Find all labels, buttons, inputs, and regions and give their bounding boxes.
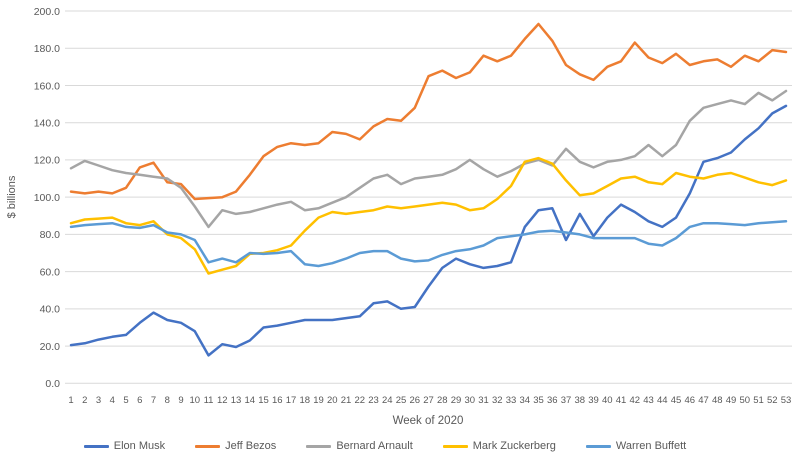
x-tick-label: 28: [437, 395, 448, 406]
x-tick-label: 24: [382, 395, 393, 406]
x-tick-label: 20: [327, 395, 338, 406]
series-line-warren-buffett: [69, 220, 788, 268]
legend-label: Elon Musk: [113, 440, 166, 452]
gridlines: [65, 10, 792, 384]
x-tick-label: 35: [533, 395, 544, 406]
x-tick-label: 12: [217, 395, 228, 406]
x-tick-label: 50: [739, 395, 750, 406]
x-tick-label: 44: [657, 395, 668, 406]
x-tick-label: 11: [204, 395, 214, 406]
y-tick-label: 120.0: [34, 155, 60, 167]
y-tick-label: 0.0: [45, 378, 60, 390]
y-tick-label: 60.0: [40, 266, 61, 278]
y-tick-label: 200.0: [34, 6, 60, 18]
series-line-jeff-bezos: [69, 22, 788, 201]
y-tick-label: 160.0: [34, 80, 60, 92]
chart-legend: Elon Musk Jeff Bezos Bernard Arnault Mark Z…: [0, 440, 770, 452]
legend-label: Warren Buffett: [615, 440, 687, 452]
x-tick-label: 15: [258, 395, 269, 406]
x-tick-label: 45: [671, 395, 682, 406]
x-tick-label: 49: [726, 395, 737, 406]
x-tick-label: 23: [368, 395, 379, 406]
y-tick-label: 180.0: [34, 43, 60, 55]
x-axis-title: Week of 2020: [393, 415, 464, 427]
x-tick-label: 16: [272, 395, 283, 406]
x-tick-label: 40: [602, 395, 613, 406]
y-tick-label: 80.0: [40, 229, 61, 241]
y-axis-title: $ billions: [6, 175, 18, 218]
y-tick-label: 100.0: [34, 192, 60, 204]
x-tick-label: 27: [423, 395, 434, 406]
x-tick-label: 6: [137, 395, 142, 406]
y-tick-label: 20.0: [40, 341, 61, 353]
x-tick-label: 34: [519, 395, 530, 406]
x-tick-label: 13: [231, 395, 242, 406]
x-tick-label: 3: [96, 395, 101, 406]
x-tick-label: 31: [478, 395, 489, 406]
x-tick-label: 4: [110, 395, 115, 406]
x-tick-label: 38: [574, 395, 585, 406]
x-tick-label: 8: [165, 395, 170, 406]
x-tick-label: 26: [409, 395, 420, 406]
x-tick-label: 5: [123, 395, 128, 406]
x-tick-label: 7: [151, 395, 156, 406]
legend-item-jeff-bezos: Jeff Bezos: [195, 440, 276, 452]
legend-item-bernard-arnault: Bernard Arnault: [306, 440, 413, 452]
x-tick-label: 19: [313, 395, 324, 406]
legend-line-swatch: [442, 444, 468, 448]
legend-line-swatch: [195, 444, 221, 448]
x-tick-label: 1: [68, 395, 73, 406]
x-tick-label: 36: [547, 395, 558, 406]
x-tick-label: 10: [189, 395, 200, 406]
x-tick-label: 30: [464, 395, 475, 406]
x-axis-tick-labels: 1 2 3 4 5 6 7 8 9 10 11 12 13 14 15 16 17 18 19 20 21 22 23 24 2…: [68, 395, 791, 406]
x-tick-label: 2: [82, 395, 87, 406]
legend-label: Mark Zuckerberg: [472, 440, 556, 452]
x-tick-label: 21: [341, 395, 352, 406]
y-tick-label: 140.0: [34, 117, 60, 129]
x-tick-label: 39: [588, 395, 599, 406]
x-tick-label: 25: [396, 395, 407, 406]
x-tick-label: 47: [698, 395, 709, 406]
x-tick-label: 18: [299, 395, 310, 406]
series-lines: [69, 22, 788, 357]
series-line-bernard-arnault: [69, 89, 788, 229]
legend-item-mark-zuckerberg: Mark Zuckerberg: [442, 440, 556, 452]
legend-line-swatch: [83, 444, 109, 448]
series-line-mark-zuckerberg: [69, 156, 788, 275]
x-tick-label: 32: [492, 395, 503, 406]
x-tick-label: 42: [629, 395, 640, 406]
x-tick-label: 33: [506, 395, 517, 406]
x-tick-label: 51: [753, 395, 764, 406]
x-tick-label: 9: [178, 395, 183, 406]
legend-item-elon-musk: Elon Musk: [83, 440, 166, 452]
legend-line-swatch: [306, 444, 332, 448]
legend-label: Bernard Arnault: [336, 440, 413, 452]
y-tick-label: 40.0: [40, 304, 61, 316]
legend-item-warren-buffett: Warren Buffett: [585, 440, 687, 452]
x-tick-label: 29: [451, 395, 462, 406]
x-tick-label: 43: [643, 395, 654, 406]
x-tick-label: 53: [781, 395, 792, 406]
x-tick-label: 52: [767, 395, 778, 406]
y-axis-tick-labels: 0.0 20.0 40.0 60.0 80.0 100.0 120.0 140.0 160.0 1…: [34, 6, 60, 390]
x-tick-label: 14: [244, 395, 255, 406]
x-tick-label: 46: [684, 395, 695, 406]
x-tick-label: 22: [354, 395, 365, 406]
x-tick-label: 48: [712, 395, 723, 406]
series-line-elon-musk: [69, 104, 788, 357]
x-tick-label: 41: [616, 395, 627, 406]
x-tick-label: 17: [286, 395, 297, 406]
x-tick-label: 37: [561, 395, 572, 406]
legend-label: Jeff Bezos: [225, 440, 277, 452]
legend-line-swatch: [585, 444, 611, 448]
